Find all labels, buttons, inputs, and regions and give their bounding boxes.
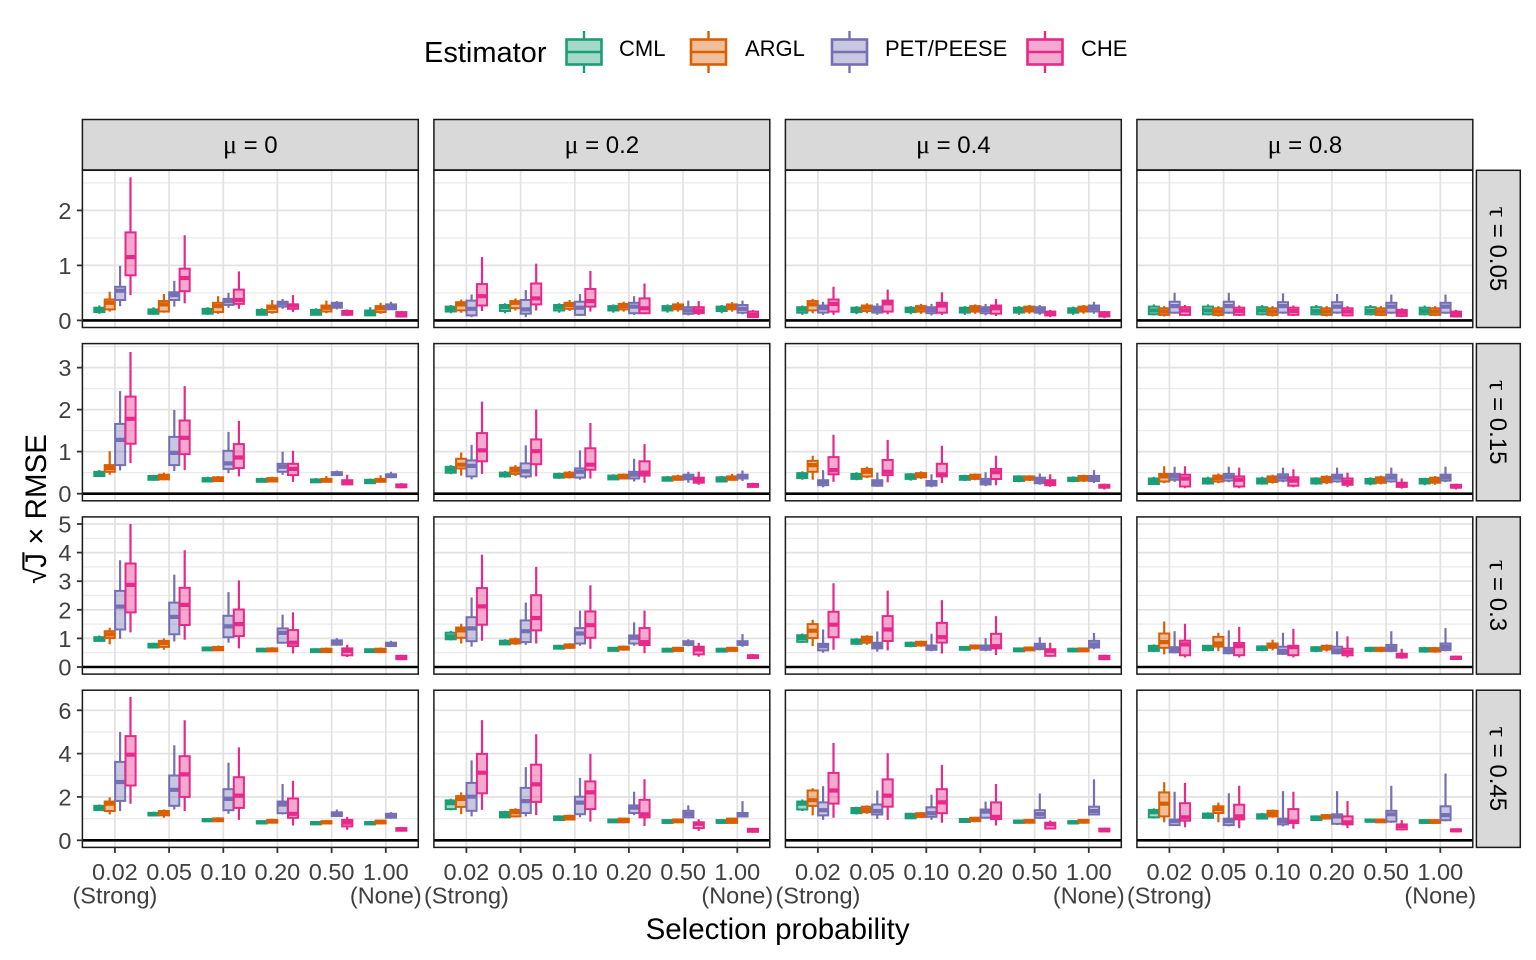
svg-text:√J × RMSE: √J × RMSE [20,434,53,584]
svg-text:2: 2 [58,597,71,623]
svg-text:0.10: 0.10 [552,859,598,885]
svg-text:CML: CML [619,36,665,61]
svg-text:0: 0 [58,655,71,681]
svg-text:0.02: 0.02 [795,859,841,885]
svg-text:τ = 0.05: τ = 0.05 [1484,207,1513,292]
svg-text:6: 6 [58,698,71,724]
svg-text:0.05: 0.05 [146,859,192,885]
svg-text:0: 0 [58,828,71,854]
svg-text:0.02: 0.02 [1147,859,1193,885]
svg-text:0.20: 0.20 [958,859,1004,885]
svg-text:0.10: 0.10 [1255,859,1301,885]
svg-text:3: 3 [58,355,71,381]
svg-text:0.05: 0.05 [849,859,895,885]
svg-text:μ = 0.8: μ = 0.8 [1268,130,1343,159]
svg-text:0.10: 0.10 [903,859,949,885]
svg-text:1: 1 [58,626,71,652]
svg-text:3: 3 [58,569,71,595]
svg-text:(None): (None) [701,883,773,909]
svg-text:(None): (None) [1404,883,1476,909]
svg-text:μ = 0.4: μ = 0.4 [916,130,991,159]
svg-text:(Strong): (Strong) [72,883,157,909]
svg-text:μ = 0: μ = 0 [223,130,278,159]
svg-text:(None): (None) [350,883,422,909]
svg-text:0.50: 0.50 [1012,859,1058,885]
svg-text:τ = 0.3: τ = 0.3 [1484,560,1513,631]
svg-text:0.05: 0.05 [498,859,544,885]
svg-text:(Strong): (Strong) [1127,883,1212,909]
svg-text:1.00: 1.00 [363,859,409,885]
svg-text:5: 5 [58,512,71,538]
svg-text:0.02: 0.02 [92,859,138,885]
svg-text:μ = 0.2: μ = 0.2 [564,130,639,159]
svg-text:(Strong): (Strong) [775,883,860,909]
svg-text:τ = 0.15: τ = 0.15 [1484,380,1513,465]
svg-text:0: 0 [58,481,71,507]
svg-text:1.00: 1.00 [1066,859,1112,885]
svg-text:0.20: 0.20 [606,859,652,885]
svg-text:2: 2 [58,397,71,423]
svg-text:(Strong): (Strong) [424,883,509,909]
svg-text:2: 2 [58,198,71,224]
svg-text:1: 1 [58,253,71,279]
svg-text:0.10: 0.10 [200,859,246,885]
svg-text:0.05: 0.05 [1201,859,1247,885]
svg-text:1.00: 1.00 [1417,859,1463,885]
svg-text:CHE: CHE [1081,36,1127,61]
svg-text:PET/PEESE: PET/PEESE [885,36,1007,61]
svg-text:0.50: 0.50 [660,859,706,885]
svg-text:(None): (None) [1053,883,1125,909]
svg-text:0.50: 0.50 [309,859,355,885]
svg-text:Selection probability: Selection probability [646,913,910,946]
svg-text:τ = 0.45: τ = 0.45 [1484,727,1513,812]
svg-text:0.20: 0.20 [1309,859,1355,885]
svg-text:1: 1 [58,439,71,465]
svg-text:ARGL: ARGL [745,36,805,61]
svg-text:0.20: 0.20 [255,859,301,885]
svg-text:2: 2 [58,784,71,810]
svg-text:Estimator: Estimator [424,37,547,69]
svg-text:4: 4 [58,741,71,767]
svg-text:4: 4 [58,540,71,566]
svg-text:1.00: 1.00 [714,859,760,885]
svg-text:0.02: 0.02 [444,859,490,885]
svg-text:0: 0 [58,308,71,334]
svg-text:0.50: 0.50 [1363,859,1409,885]
